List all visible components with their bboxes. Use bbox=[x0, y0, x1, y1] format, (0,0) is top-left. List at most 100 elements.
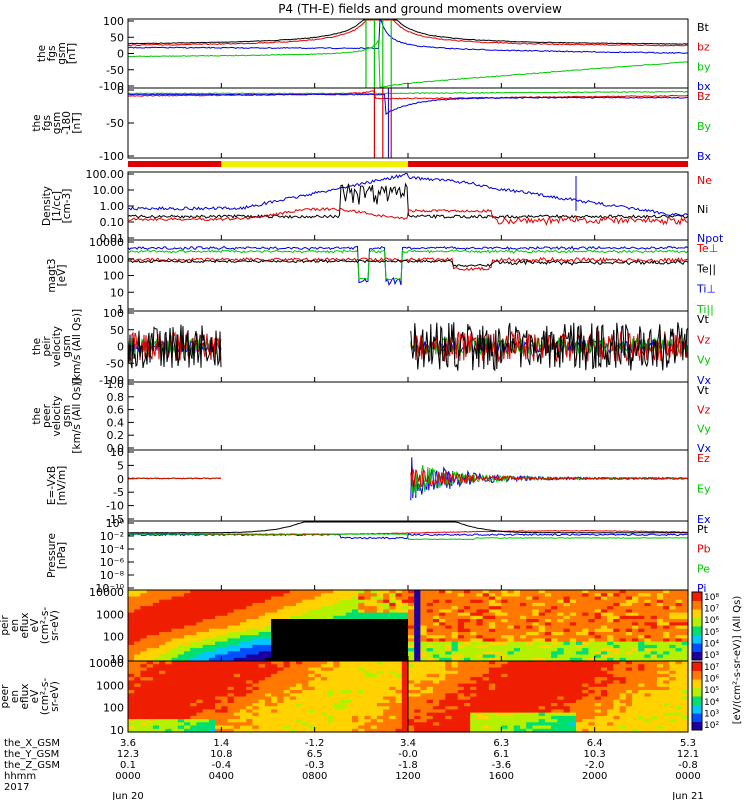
mode-bar-segment bbox=[408, 161, 688, 167]
spectrogram-cell bbox=[663, 654, 670, 659]
spectrogram-cell bbox=[258, 648, 266, 652]
spectrogram-cell bbox=[476, 683, 484, 688]
spectrogram-cell bbox=[538, 661, 546, 665]
spectrogram-cell bbox=[327, 706, 334, 710]
spectrogram-cell bbox=[520, 719, 527, 723]
spectrogram-cell bbox=[389, 644, 397, 649]
spectrogram-cell bbox=[389, 628, 397, 633]
y-tick-label: 1000 bbox=[96, 253, 124, 266]
spectrogram-cell bbox=[227, 593, 235, 597]
spectrogram-cell bbox=[202, 651, 210, 656]
spectrogram-cell bbox=[171, 680, 179, 685]
spectrogram-cell bbox=[264, 728, 272, 733]
spectrogram-cell bbox=[557, 602, 565, 607]
spectrogram-cell bbox=[333, 677, 341, 681]
spectrogram-cell bbox=[464, 667, 471, 672]
spectrogram-cell bbox=[140, 722, 148, 727]
spectrogram-cell bbox=[457, 635, 465, 639]
spectrogram-cell bbox=[495, 654, 502, 659]
colorbar-tick: 10⁴ bbox=[704, 639, 719, 649]
spectrogram-cell bbox=[159, 673, 166, 678]
spectrogram-cell bbox=[339, 661, 347, 665]
spectrogram-cell bbox=[470, 677, 477, 681]
spectrogram-cell bbox=[246, 602, 253, 607]
spectrogram-cell bbox=[669, 641, 677, 646]
spectrogram-cell bbox=[507, 673, 515, 678]
spectrogram-cell bbox=[457, 703, 465, 707]
spectrogram-cell bbox=[140, 683, 148, 688]
spectrogram-cell bbox=[563, 599, 571, 604]
spectrogram-cell bbox=[513, 644, 521, 649]
spectrogram-cell bbox=[196, 667, 204, 672]
spectrogram-cell bbox=[252, 609, 260, 614]
spectrogram-cell bbox=[171, 619, 179, 623]
spectrogram-cell bbox=[663, 638, 670, 643]
spectrogram-cell bbox=[526, 670, 533, 675]
spectrogram-cell bbox=[308, 709, 316, 714]
y-axis-label: eV bbox=[29, 618, 41, 632]
spectrogram-cell bbox=[563, 615, 571, 620]
spectrogram-cell bbox=[432, 673, 440, 678]
spectrogram-cell bbox=[576, 651, 583, 656]
spectrogram-cell bbox=[283, 696, 291, 701]
spectrogram-cell bbox=[538, 667, 546, 672]
spectrogram-cell bbox=[445, 628, 453, 633]
spectrogram-cell bbox=[289, 680, 297, 685]
spectrogram-cell bbox=[656, 590, 664, 594]
spectrogram-cell bbox=[376, 690, 384, 694]
spectrogram-cell bbox=[327, 699, 334, 704]
spectrogram-cell bbox=[358, 641, 365, 646]
spectrogram-cell bbox=[296, 599, 303, 604]
y-axis-label: [mV/m] bbox=[56, 466, 68, 505]
spectrogram-cell bbox=[501, 625, 509, 630]
spectrogram-cell bbox=[252, 602, 260, 607]
spectrogram-cell bbox=[215, 638, 222, 643]
spectrogram-cell bbox=[271, 667, 278, 672]
spectrogram-cell bbox=[327, 728, 334, 733]
spectrogram-cell bbox=[663, 667, 670, 672]
spectrogram-cell bbox=[526, 612, 533, 617]
spectrogram-cell bbox=[345, 683, 353, 688]
spectrogram-cell bbox=[370, 712, 378, 717]
spectrogram-cell bbox=[215, 648, 222, 652]
spectrogram-cell bbox=[283, 619, 291, 623]
spectrogram-cell bbox=[588, 706, 596, 710]
spectrogram-cell bbox=[445, 619, 453, 623]
spectrogram-cell bbox=[632, 728, 639, 733]
spectrogram-cell bbox=[470, 715, 477, 720]
spectrogram-cell bbox=[551, 683, 558, 688]
spectrogram-cell bbox=[632, 683, 639, 688]
spectrogram-cell bbox=[451, 602, 459, 607]
legend-red: Vz bbox=[697, 403, 711, 416]
spectrogram-cell bbox=[345, 593, 353, 597]
spectrogram-cell bbox=[464, 706, 471, 710]
y-axis-label: peir bbox=[41, 336, 53, 357]
spectrogram-cell bbox=[128, 696, 135, 701]
spectrogram-cell bbox=[656, 602, 664, 607]
spectrogram-cell bbox=[588, 719, 596, 723]
spectrogram-cell bbox=[389, 703, 397, 707]
spectrogram-cell bbox=[526, 693, 533, 698]
spectrogram-cell bbox=[420, 667, 428, 672]
spectrogram-cell bbox=[551, 615, 558, 620]
colorbar-segment bbox=[692, 687, 702, 697]
spectrogram-cell bbox=[619, 725, 627, 730]
spectrogram-cell bbox=[470, 728, 477, 733]
spectrogram-cell bbox=[613, 667, 621, 672]
spectrogram-cell bbox=[594, 615, 602, 620]
spectrogram-cell bbox=[569, 680, 577, 685]
spectrogram-cell bbox=[669, 680, 677, 685]
spectrogram-cell bbox=[544, 728, 552, 733]
spectrogram-cell bbox=[457, 728, 465, 733]
spectrogram-cell bbox=[401, 725, 409, 730]
spectrogram-cell bbox=[476, 632, 484, 636]
spectrogram-cell bbox=[140, 719, 148, 723]
spectrogram-cell bbox=[538, 693, 546, 698]
spectrogram-cell bbox=[644, 602, 652, 607]
spectrogram-cell bbox=[308, 696, 316, 701]
spectrogram-cell bbox=[277, 648, 285, 652]
spectrogram-cell bbox=[376, 677, 384, 681]
spectrogram-cell bbox=[594, 699, 602, 704]
spectrogram-cell bbox=[202, 680, 210, 685]
spectrogram-cell bbox=[669, 619, 677, 623]
